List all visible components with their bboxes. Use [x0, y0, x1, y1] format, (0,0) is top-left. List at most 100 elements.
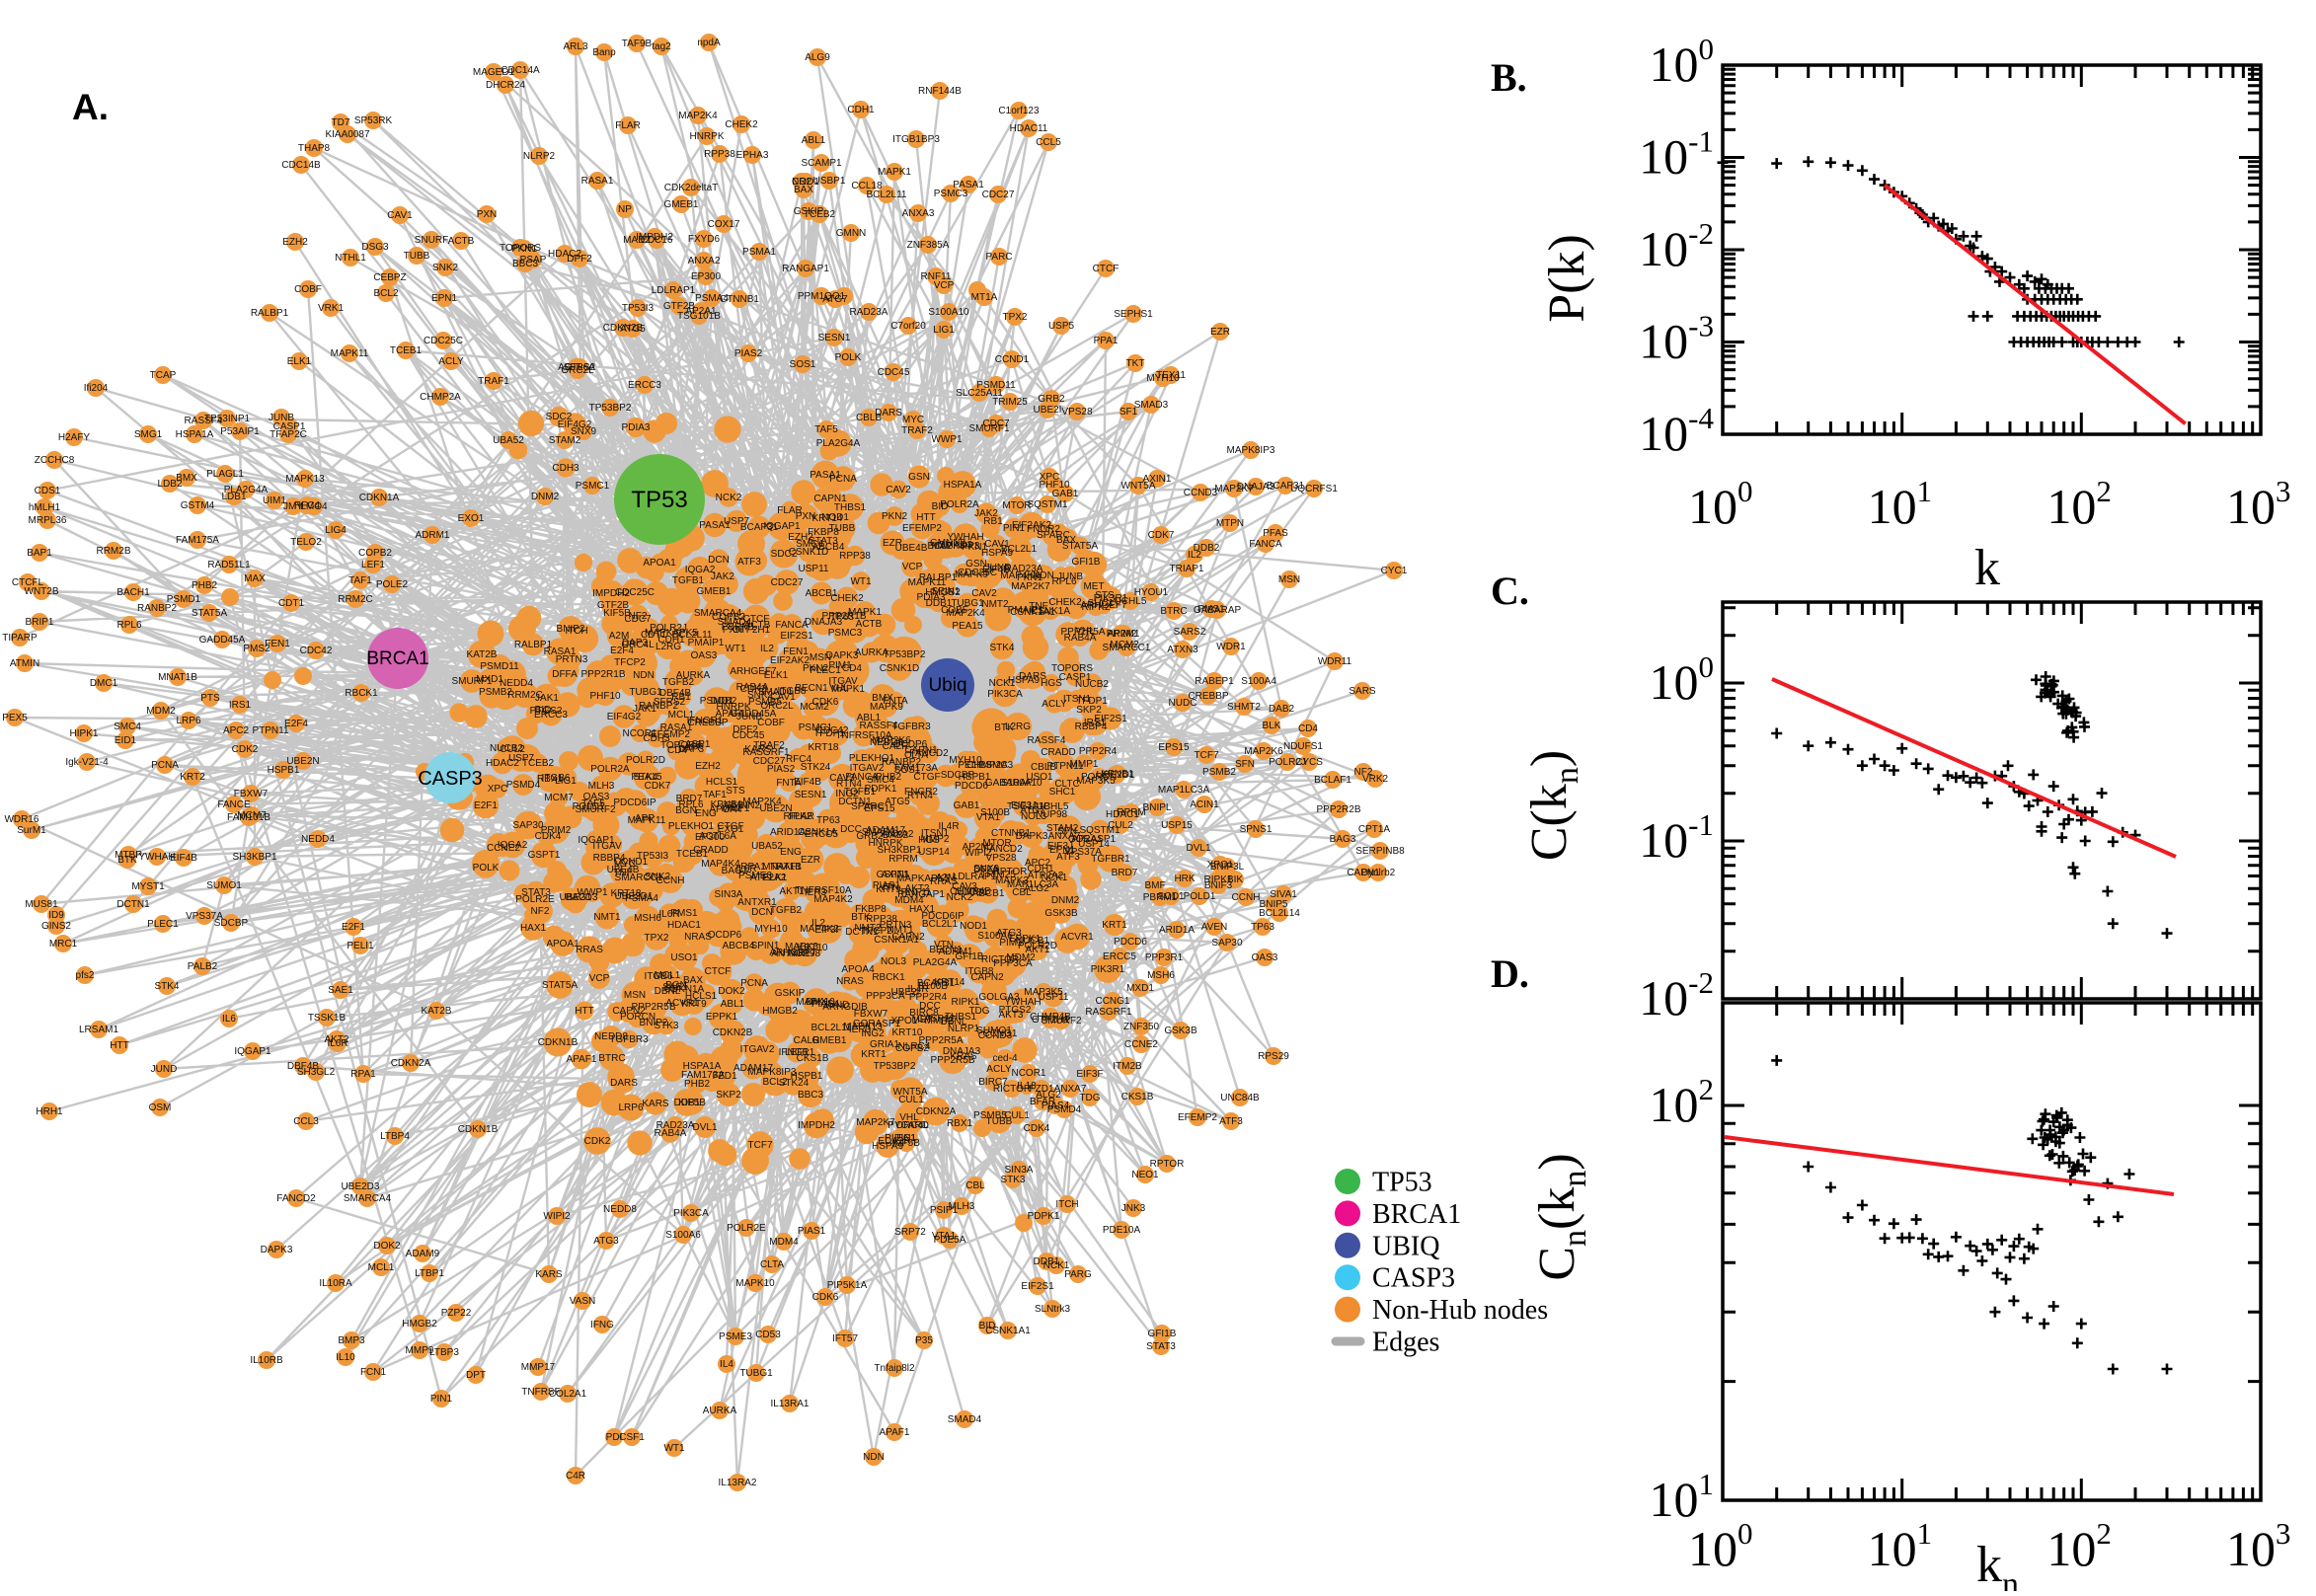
- svg-text:TP63: TP63: [1251, 922, 1274, 933]
- svg-text:NRAS: NRAS: [836, 976, 864, 987]
- svg-text:IQGA2: IQGA2: [498, 840, 528, 851]
- svg-text:EPHA3: EPHA3: [736, 150, 769, 161]
- svg-text:PSMB5: PSMB5: [973, 1110, 1007, 1121]
- svg-text:JUND: JUND: [151, 1064, 178, 1075]
- svg-text:CCND3: CCND3: [978, 1030, 1013, 1041]
- svg-text:SMURF1: SMURF1: [968, 423, 1010, 434]
- svg-text:BLK: BLK: [1263, 721, 1281, 731]
- svg-text:CYCS: CYCS: [1295, 757, 1323, 768]
- svg-text:TUBB: TUBB: [404, 251, 430, 262]
- svg-text:CDC16: CDC16: [641, 235, 673, 246]
- svg-text:BECN1: BECN1: [795, 683, 828, 694]
- svg-text:CDC7: CDC7: [624, 614, 652, 625]
- svg-text:GOLGA3: GOLGA3: [978, 992, 1020, 1003]
- svg-text:ABCB1: ABCB1: [806, 588, 838, 599]
- svg-text:tag2: tag2: [652, 41, 671, 52]
- svg-text:FANCD2: FANCD2: [983, 844, 1023, 855]
- svg-text:CTNNB1: CTNNB1: [720, 294, 759, 305]
- svg-text:SERPINB8: SERPINB8: [1355, 846, 1405, 857]
- svg-text:Non-Hub nodes: Non-Hub nodes: [1372, 1295, 1548, 1326]
- svg-text:MYH10: MYH10: [754, 924, 788, 935]
- svg-text:CDK4: CDK4: [535, 831, 562, 842]
- svg-text:DMC1: DMC1: [90, 678, 118, 689]
- svg-text:LDLRAP1: LDLRAP1: [652, 285, 696, 296]
- svg-text:CDKN1B: CDKN1B: [538, 1037, 579, 1048]
- svg-text:MAPK8IP3: MAPK8IP3: [1227, 445, 1275, 456]
- svg-text:UBIQ: UBIQ: [1372, 1231, 1439, 1261]
- svg-text:RANGAP1: RANGAP1: [782, 264, 829, 274]
- svg-text:RRAS: RRAS: [930, 876, 958, 887]
- svg-text:HGS: HGS: [1041, 678, 1062, 689]
- svg-text:CDC25C: CDC25C: [615, 587, 655, 598]
- svg-text:STAT5A: STAT5A: [542, 980, 579, 991]
- svg-text:VRK2: VRK2: [1362, 774, 1389, 785]
- svg-text:Banp: Banp: [592, 47, 616, 58]
- svg-text:CDK2: CDK2: [584, 1136, 611, 1147]
- svg-text:DVL1: DVL1: [692, 1122, 717, 1133]
- svg-text:DPF2: DPF2: [567, 254, 592, 265]
- svg-text:SAP30: SAP30: [1211, 938, 1243, 949]
- svg-text:C4R: C4R: [566, 1471, 585, 1482]
- svg-text:ATMIN: ATMIN: [10, 658, 39, 669]
- svg-text:LTBP3: LTBP3: [429, 1347, 459, 1358]
- svg-text:OSM: OSM: [149, 1102, 172, 1113]
- svg-text:NUDC: NUDC: [1169, 698, 1197, 709]
- svg-text:GMNN2: GMNN2: [930, 538, 966, 549]
- svg-text:FAM175A: FAM175A: [176, 535, 219, 546]
- svg-text:TUBG1: TUBG1: [629, 687, 662, 698]
- svg-text:C1orf123: C1orf123: [998, 106, 1040, 116]
- svg-text:TCEB1: TCEB1: [390, 345, 423, 356]
- svg-text:PHF10: PHF10: [589, 691, 621, 702]
- svg-text:ACTL6A: ACTL6A: [558, 362, 595, 373]
- svg-text:CDKN2B: CDKN2B: [713, 1027, 753, 1038]
- svg-text:RPL6: RPL6: [116, 620, 141, 631]
- svg-text:PTPN11: PTPN11: [252, 725, 288, 736]
- svg-text:PIN1: PIN1: [430, 1394, 453, 1405]
- svg-text:PPP2R2B: PPP2R2B: [1316, 804, 1360, 815]
- svg-text:SRP72: SRP72: [894, 1227, 926, 1238]
- svg-text:EIF2S1: EIF2S1: [1021, 1281, 1054, 1292]
- svg-text:S100A6: S100A6: [977, 931, 1013, 942]
- svg-text:HRH1: HRH1: [36, 1106, 63, 1117]
- svg-text:SEPHS1: SEPHS1: [1114, 309, 1153, 320]
- svg-text:KRAS: KRAS: [950, 1051, 977, 1062]
- svg-text:TRAF2: TRAF2: [753, 740, 785, 751]
- svg-text:PPP3R1: PPP3R1: [1145, 952, 1184, 963]
- svg-text:EZH2: EZH2: [282, 237, 308, 248]
- svg-text:PSMB2: PSMB2: [479, 687, 512, 698]
- svg-text:SLNtrk3: SLNtrk3: [1035, 1304, 1071, 1315]
- svg-text:HTT: HTT: [110, 1040, 128, 1051]
- svg-text:FAM101B: FAM101B: [227, 812, 270, 823]
- svg-text:CDKN2B: CDKN2B: [603, 323, 644, 334]
- svg-text:HIPK1: HIPK1: [70, 728, 99, 739]
- svg-text:UNC84B: UNC84B: [1220, 1093, 1260, 1103]
- svg-text:APAF1: APAF1: [880, 1427, 910, 1438]
- svg-text:MCL1: MCL1: [368, 1262, 395, 1273]
- svg-text:WT1: WT1: [850, 576, 872, 587]
- svg-text:VASN: VASN: [570, 1296, 596, 1307]
- svg-text:EZR: EZR: [1210, 327, 1230, 338]
- svg-text:PDPK1: PDPK1: [1028, 1211, 1060, 1222]
- svg-text:GSN: GSN: [908, 472, 930, 483]
- svg-text:GTF2B: GTF2B: [597, 600, 630, 611]
- svg-text:KRT14: KRT14: [812, 513, 843, 524]
- svg-text:OAS3: OAS3: [691, 650, 718, 661]
- svg-text:pfs2: pfs2: [76, 970, 95, 981]
- svg-text:ATF3: ATF3: [737, 557, 761, 568]
- svg-text:SH3GL2: SH3GL2: [297, 1067, 336, 1078]
- svg-text:CCL3: CCL3: [293, 1116, 319, 1127]
- svg-text:STK3: STK3: [654, 1021, 678, 1031]
- svg-text:XPC: XPC: [488, 784, 508, 795]
- svg-text:COPB2: COPB2: [358, 548, 392, 559]
- svg-text:EIF3F: EIF3F: [1076, 1069, 1103, 1080]
- svg-text:PARC: PARC: [985, 252, 1012, 263]
- svg-text:SKP2: SKP2: [1076, 705, 1102, 716]
- svg-text:NCK2: NCK2: [716, 493, 742, 503]
- svg-text:SOS1: SOS1: [790, 359, 816, 370]
- svg-text:IL13RA2: IL13RA2: [719, 1478, 757, 1488]
- svg-text:UBA52: UBA52: [493, 435, 524, 446]
- svg-text:STK4: STK4: [989, 643, 1014, 653]
- svg-text:CRADD: CRADD: [1041, 747, 1076, 758]
- svg-text:ITCH: ITCH: [1055, 1199, 1078, 1210]
- svg-text:ARHGEF7: ARHGEF7: [1080, 600, 1127, 611]
